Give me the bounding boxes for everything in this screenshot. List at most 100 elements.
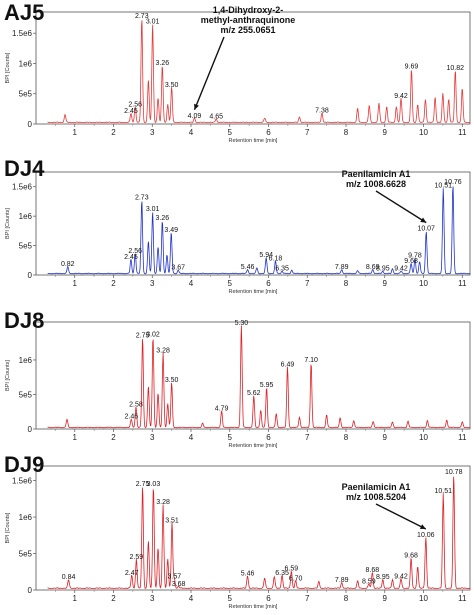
peak-label: 3.26 [156,60,170,67]
x-axis-label: Retention time [min] [229,289,278,295]
x-tick-label: 11 [458,279,467,288]
annotation-arrow [193,36,225,111]
x-tick-label: 1 [73,594,78,603]
peak-label: 5.62 [247,390,261,397]
x-tick-label: 9 [383,128,388,137]
x-tick-label: 4 [189,279,194,288]
annotation-text: Paenilamicin A1 [342,169,411,179]
x-axis-label: Retention time [min] [229,604,278,610]
peak-label: 9.68 [404,258,418,265]
peak-label: 5.46 [241,571,255,578]
plot-frame [35,465,471,591]
peak-label: 3.51 [165,517,179,524]
x-tick-label: 3 [150,594,155,603]
peak-label: 8.95 [376,574,390,581]
y-axis-label: BPI [Counts] [5,208,11,239]
peak-label: 3.01 [146,206,160,213]
annotation-arrowhead [419,524,426,529]
annotation-arrowhead [194,103,199,110]
peak-label: 2.56 [128,248,142,255]
x-tick-label: 7 [305,128,310,137]
peak-label: 3.03 [147,481,161,488]
peak-label: 3.01 [146,18,160,25]
peak-label: 3.57 [168,574,182,581]
chart-dj9: DJ9 0 5e5 1e6 1.5e6 1 2 3 4 5 6 7 8 9 10 11 Retention ti… [4,452,471,610]
y-tick-label: 1e6 [19,513,33,522]
y-axis-label: BPI [Counts] [5,52,11,83]
peak-label: 3.26 [156,215,170,222]
y-tick-label: 1e6 [19,212,33,221]
peak-label: 9.42 [394,93,408,100]
annotation-text: m/z 255.0651 [220,25,275,35]
peak-label: 2.58 [129,401,143,408]
chromatogram-panel-dj9: DJ9 0 5e5 1e6 1.5e6 1 2 3 4 5 6 7 8 9 10 11 Retention ti… [0,452,474,615]
x-tick-label: 5 [228,433,233,442]
plot-frame [35,11,471,125]
peak-label: 7.89 [335,264,349,271]
peak-label: 4.09 [188,113,202,120]
x-tick-label: 8 [344,279,349,288]
peak-label: 5.46 [241,264,255,271]
peak-label: 3.67 [171,264,185,271]
x-tick-label: 5 [228,128,233,137]
y-tick-label: 5e5 [19,90,33,99]
x-tick-label: 2 [111,594,116,603]
x-tick-label: 3 [150,128,155,137]
peak-label: 10.82 [447,65,465,72]
x-tick-label: 10 [419,594,428,603]
y-tick-label: 1e6 [19,356,33,365]
x-tick-label: 3 [150,279,155,288]
peak-label: 8.59 [362,579,376,586]
x-tick-label: 7 [305,594,310,603]
y-tick-label: 0 [28,271,33,280]
x-tick-label: 6 [266,128,271,137]
annotation-arrow [375,503,427,530]
x-tick-label: 7 [305,433,310,442]
peak-label: 7.10 [304,357,318,364]
peak-label: 8.68 [366,567,380,574]
y-tick-label: 1.5e6 [12,183,33,192]
peak-label: 6.35 [275,570,289,577]
peak-label: 0.82 [61,261,75,268]
peak-label: 7.89 [335,577,349,584]
x-tick-label: 6 [266,279,271,288]
x-tick-label: 9 [383,433,388,442]
peak-label: 7.38 [315,107,329,114]
peak-label: 6.18 [269,256,283,263]
panel-label: DJ8 [4,308,44,333]
annotation-text: m/z 1008.6628 [346,179,406,189]
x-tick-label: 2 [111,128,116,137]
chart-dj4: DJ4 0 5e5 1e6 1.5e6 1 2 3 4 5 6 7 8 9 10 11 Retention ti… [4,156,471,295]
peak-label: 2.59 [130,554,144,561]
chart-dj8: DJ8 0 5e5 1e6 1 2 3 4 5 6 7 8 9 10 11 Retention time [m… [4,308,471,449]
peak-label: 2.45 [124,254,138,261]
y-tick-label: 1.5e6 [12,29,33,38]
x-axis-label: Retention time [min] [229,443,278,449]
peak-label: 3.02 [146,332,160,339]
x-tick-label: 6 [266,594,271,603]
peak-label: 2.73 [135,194,149,201]
plot-frame [35,171,471,276]
chromatogram-trace [47,476,471,589]
peak-label: 3.68 [172,581,186,588]
x-tick-label: 5 [228,594,233,603]
y-tick-label: 1.5e6 [12,477,33,486]
peak-label: 9.68 [404,552,418,559]
x-axis-label: Retention time [min] [229,138,278,144]
chromatogram-panel-dj4: DJ4 0 5e5 1e6 1.5e6 1 2 3 4 5 6 7 8 9 10 11 Retention ti… [0,148,474,298]
y-tick-label: 0 [28,120,33,129]
peak-label: 9.69 [405,64,419,71]
peak-label: 2.56 [128,101,142,108]
y-tick-label: 5e5 [19,390,33,399]
peak-label: 4.79 [215,405,229,412]
x-tick-label: 8 [344,128,349,137]
peak-label: 3.28 [156,499,170,506]
peak-label: 2.75 [136,481,150,488]
x-tick-label: 9 [383,594,388,603]
x-tick-label: 5 [228,279,233,288]
peak-label: 10.76 [444,179,462,186]
peak-label: 2.45 [124,108,138,115]
x-tick-label: 11 [458,594,467,603]
annotation-text: methyl-anthraquinone [201,15,296,25]
peak-label: 5.94 [259,252,273,259]
